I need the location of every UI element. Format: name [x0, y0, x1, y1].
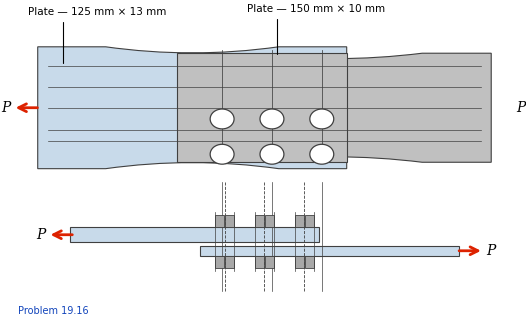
Bar [70, 227, 319, 242]
Bar [305, 215, 314, 227]
Ellipse shape [310, 109, 333, 129]
Text: P: P [36, 228, 45, 242]
Bar [177, 53, 347, 162]
Bar [305, 256, 314, 268]
Bar [295, 215, 304, 227]
Bar [225, 215, 234, 227]
Text: P: P [1, 101, 11, 115]
Bar [265, 215, 274, 227]
Ellipse shape [210, 144, 234, 164]
Text: P: P [486, 244, 495, 258]
Bar [265, 256, 274, 268]
Text: Problem 19.16: Problem 19.16 [18, 306, 88, 316]
PathPatch shape [177, 53, 491, 162]
Bar [200, 246, 459, 256]
PathPatch shape [38, 47, 347, 169]
Bar [255, 215, 264, 227]
Bar [215, 215, 224, 227]
Bar [225, 256, 234, 268]
Text: P: P [516, 101, 525, 115]
Text: Plate — 125 mm × 13 mm: Plate — 125 mm × 13 mm [28, 7, 166, 63]
Ellipse shape [260, 109, 284, 129]
Ellipse shape [210, 109, 234, 129]
Ellipse shape [310, 144, 333, 164]
Bar [255, 256, 264, 268]
Bar [295, 256, 304, 268]
Ellipse shape [260, 144, 284, 164]
Text: Plate — 150 mm × 10 mm: Plate — 150 mm × 10 mm [247, 4, 385, 54]
Bar [215, 256, 224, 268]
